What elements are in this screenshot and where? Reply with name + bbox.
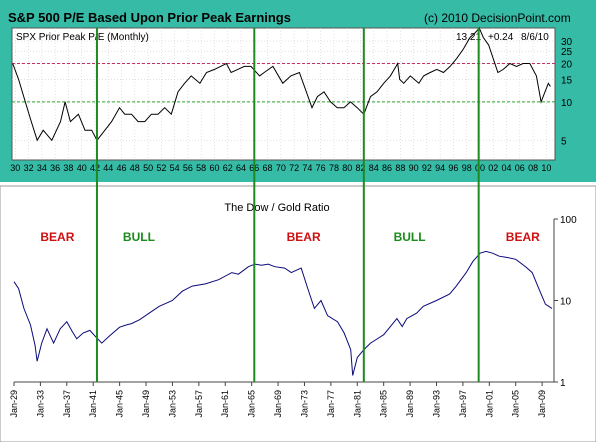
top-x-tick-label: 42 <box>90 163 100 173</box>
top-y-tick-label: 30 <box>561 37 573 48</box>
bottom-x-tick-labels: Jan-29 Jan-33 Jan-37 Jan-41 Jan-45 Jan-49 Jan-… <box>9 390 547 418</box>
bottom-x-tick-label: Jan-29 <box>9 390 19 418</box>
top-x-tick-label: 60 <box>209 163 219 173</box>
bottom-x-tick-label: Jan-73 <box>299 390 309 418</box>
top-y-tick-label: 15 <box>561 75 573 86</box>
bottom-x-tick-label: Jan-53 <box>167 390 177 418</box>
top-x-tick-label: 36 <box>50 163 60 173</box>
bottom-x-tick-label: Jan-69 <box>273 390 283 418</box>
bottom-x-tick-label: Jan-57 <box>194 390 204 418</box>
bear-label: BEAR <box>287 230 321 244</box>
top-x-tick-label: 38 <box>63 163 73 173</box>
bull-label: BULL <box>394 230 426 244</box>
top-x-tick-label: 62 <box>223 163 233 173</box>
bottom-x-tick-label: Jan-77 <box>326 390 336 418</box>
top-x-tick-label: 50 <box>143 163 153 173</box>
top-x-tick-label: 10 <box>541 163 551 173</box>
top-x-tick-label: 08 <box>528 163 538 173</box>
bottom-x-tick-label: Jan-33 <box>35 390 45 418</box>
top-x-tick-label: 52 <box>156 163 166 173</box>
dow-gold-series-line <box>13 250 553 376</box>
top-x-tick-labels: 3032343638404244464850525456586062646668… <box>10 163 551 173</box>
top-x-tick-label: 90 <box>409 163 419 173</box>
bottom-x-tick-label: Jan-65 <box>247 390 257 418</box>
bottom-x-tick-label: Jan-97 <box>458 390 468 418</box>
top-x-tick-label: 74 <box>302 163 312 173</box>
top-x-tick-label: 76 <box>316 163 326 173</box>
top-x-tick-label: 04 <box>502 163 512 173</box>
top-x-tick-label: 48 <box>130 163 140 173</box>
pe-series-line <box>12 27 551 142</box>
bear-label: BEAR <box>506 230 540 244</box>
top-x-tick-label: 72 <box>289 163 299 173</box>
bottom-x-tick-label: Jan-09 <box>537 390 547 418</box>
readout-value: 13.21 <box>456 32 481 43</box>
top-x-tick-label: 30 <box>10 163 20 173</box>
top-x-tick-label: 78 <box>329 163 339 173</box>
bottom-x-tick-label: Jan-61 <box>220 390 230 418</box>
top-x-tick-label: 06 <box>515 163 525 173</box>
top-x-tick-label: 58 <box>196 163 206 173</box>
bull-label: BULL <box>123 230 155 244</box>
readout-date: 8/6/10 <box>521 32 549 43</box>
top-y-tick-label: 25 <box>561 47 573 58</box>
bear-label: BEAR <box>40 230 74 244</box>
cycle-marker-lines <box>95 28 480 382</box>
top-y-tick-label: 5 <box>561 136 567 147</box>
top-x-tick-label: 02 <box>488 163 498 173</box>
top-x-tick-label: 92 <box>422 163 432 173</box>
bull-bear-labels: BEAR BULL BEAR BULL BEAR <box>40 230 540 244</box>
bottom-y-tick-labels: 1 10 100 <box>560 215 577 389</box>
top-x-tick-label: 68 <box>263 163 273 173</box>
bottom-x-tick-label: Jan-37 <box>62 390 72 418</box>
top-x-tick-label: 88 <box>395 163 405 173</box>
bottom-y-tick-label: 1 <box>560 378 566 389</box>
bottom-plot-frame <box>13 218 558 386</box>
bottom-x-tick-label: Jan-45 <box>115 390 125 418</box>
top-grid <box>12 28 555 160</box>
top-x-tick-label: 70 <box>276 163 286 173</box>
top-x-tick-label: 44 <box>103 163 113 173</box>
top-x-tick-label: 64 <box>236 163 246 173</box>
bottom-x-tick-label: Jan-81 <box>352 390 362 418</box>
top-x-tick-label: 32 <box>24 163 34 173</box>
top-x-tick-label: 40 <box>77 163 87 173</box>
bottom-x-tick-label: Jan-93 <box>431 390 441 418</box>
copyright-text: (c) 2010 DecisionPoint.com <box>424 11 571 25</box>
top-legend: SPX Prior Peak P/E (Monthly) <box>16 32 149 43</box>
top-plot-area <box>11 27 556 161</box>
top-x-tick-label: 80 <box>342 163 352 173</box>
readout-change: +0.24 <box>488 32 514 43</box>
top-y-tick-label: 10 <box>561 98 573 109</box>
top-x-tick-label: 84 <box>369 163 379 173</box>
top-x-tick-label: 00 <box>475 163 485 173</box>
top-chart-title: S&P 500 P/E Based Upon Prior Peak Earnin… <box>8 10 291 25</box>
bottom-x-tick-label: Jan-89 <box>405 390 415 418</box>
top-x-tick-label: 82 <box>355 163 365 173</box>
top-reference-lines <box>12 63 555 103</box>
bottom-x-tick-label: Jan-05 <box>511 390 521 418</box>
bottom-x-tick-label: Jan-85 <box>379 390 389 418</box>
top-x-tick-label: 56 <box>183 163 193 173</box>
bottom-panel-background <box>0 185 596 443</box>
top-x-tick-label: 86 <box>382 163 392 173</box>
top-x-tick-label: 98 <box>462 163 472 173</box>
top-x-tick-label: 96 <box>448 163 458 173</box>
top-y-tick-label: 20 <box>561 60 573 71</box>
bottom-x-tick-label: Jan-49 <box>141 390 151 418</box>
bottom-x-tick-label: Jan-01 <box>484 390 494 418</box>
top-x-tick-label: 46 <box>117 163 127 173</box>
top-x-tick-label: 34 <box>37 163 47 173</box>
bottom-y-tick-label: 10 <box>560 297 572 308</box>
bottom-x-tick-label: Jan-41 <box>88 390 98 418</box>
top-x-tick-label: 54 <box>170 163 180 173</box>
top-x-tick-label: 94 <box>435 163 445 173</box>
bottom-chart-title: The Dow / Gold Ratio <box>224 202 329 214</box>
bottom-y-tick-label: 100 <box>560 215 577 226</box>
